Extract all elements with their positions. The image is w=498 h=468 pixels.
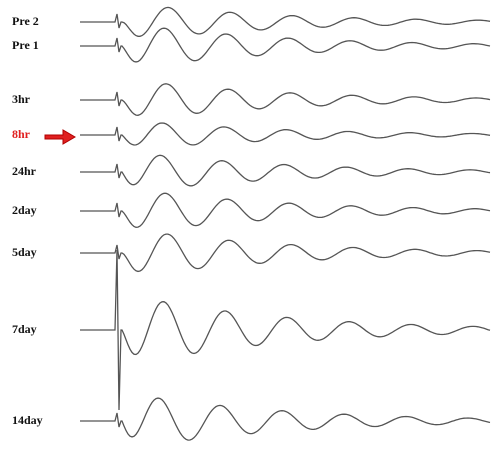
trace-label: Pre 1 xyxy=(12,38,39,52)
trace-label: Pre 2 xyxy=(12,14,39,28)
trace-label: 5day xyxy=(12,245,37,259)
arrow xyxy=(44,129,76,145)
trace xyxy=(80,27,491,63)
trace xyxy=(80,192,491,228)
trace xyxy=(80,83,491,116)
trace-label: 7day xyxy=(12,322,37,336)
trace xyxy=(80,154,491,187)
trace xyxy=(80,249,491,411)
trace-label: 14day xyxy=(12,413,43,427)
trace xyxy=(80,6,491,37)
trace-label: 2day xyxy=(12,203,37,217)
trace-label: 24hr xyxy=(12,164,37,178)
trace xyxy=(80,122,491,146)
trace-label: 8hr xyxy=(12,127,31,141)
trace xyxy=(80,233,491,273)
trace-label: 3hr xyxy=(12,92,31,106)
trace xyxy=(80,397,491,441)
